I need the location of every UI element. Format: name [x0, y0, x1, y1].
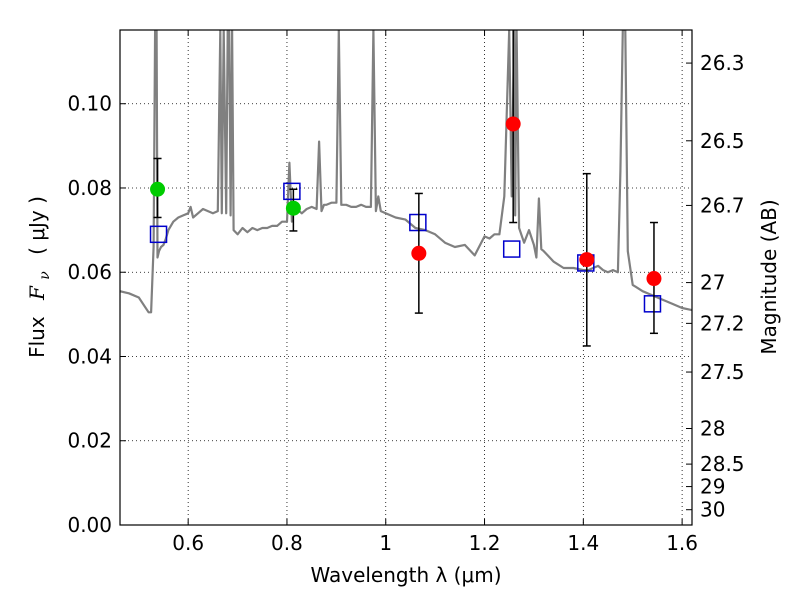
- mag-tick-label: 26.7: [700, 193, 745, 217]
- y-axis-label-subscript: ν: [37, 271, 53, 280]
- y-axis-label: Flux F ν ( μJy ): [25, 196, 54, 358]
- y-tick-label: 0.00: [67, 513, 112, 537]
- svg-text:Flux F ν ( μ: Flux F ν ( μJy ): [25, 196, 54, 358]
- x-axis-label: Wavelength λ (μm): [310, 563, 501, 587]
- x-tick-label: 1.6: [666, 531, 698, 555]
- data-point-circle: [646, 271, 662, 287]
- x-tick-label: 0.8: [271, 531, 303, 555]
- model-point-square: [502, 240, 521, 258]
- plot-frame: [119, 29, 693, 526]
- data-point-circle: [150, 181, 166, 197]
- y-axis-label-unit: ( μJy ): [25, 196, 49, 255]
- y-tick-label: 0.08: [67, 176, 112, 200]
- model-point-square: [643, 295, 662, 313]
- y-tick-label: 0.02: [67, 429, 112, 453]
- x-tick-label: 1: [379, 531, 392, 555]
- mag-tick-label: 28: [700, 416, 725, 440]
- plot-series: [120, 30, 692, 347]
- y-tick-label: 0.04: [67, 344, 112, 368]
- sed-line: [120, 30, 692, 314]
- data-point-circle: [285, 200, 301, 216]
- mag-tick-label: 26.5: [700, 129, 745, 153]
- mag-tick-label: 29: [700, 475, 725, 499]
- y-tick-label: 0.10: [67, 92, 112, 116]
- mag-tick-label: 30: [700, 498, 725, 522]
- mag-tick-label: 27.5: [700, 360, 745, 384]
- mag-tick-label: 26.3: [700, 51, 745, 75]
- mag-tick-label: 27: [700, 271, 725, 295]
- x-tick-label: 1.4: [567, 531, 599, 555]
- x-tick-label: 1.2: [469, 531, 501, 555]
- y2-axis-label: Magnitude (AB): [757, 199, 781, 354]
- clipped-series: [120, 30, 692, 314]
- data-point-circle: [579, 252, 595, 268]
- model-point-square: [283, 182, 301, 201]
- data-point-circle: [411, 245, 427, 261]
- data-point-circle: [505, 116, 521, 132]
- y-axis-label-text: Flux: [25, 316, 49, 358]
- grid-lines: [120, 30, 692, 526]
- axis-ticks: 0.6 0.8 1 1.2 1.4 1.6 0.00 0.02 0.04 0.06 0.08 0.10…: [67, 30, 745, 555]
- model-point-square: [409, 213, 427, 232]
- model-point-square: [149, 225, 168, 244]
- y-axis-label-symbol: F: [25, 285, 49, 301]
- mag-tick-label: 27.2: [700, 311, 745, 335]
- x-tick-label: 0.6: [172, 531, 204, 555]
- y-tick-label: 0.06: [67, 260, 112, 284]
- mag-tick-label: 28.5: [700, 452, 745, 476]
